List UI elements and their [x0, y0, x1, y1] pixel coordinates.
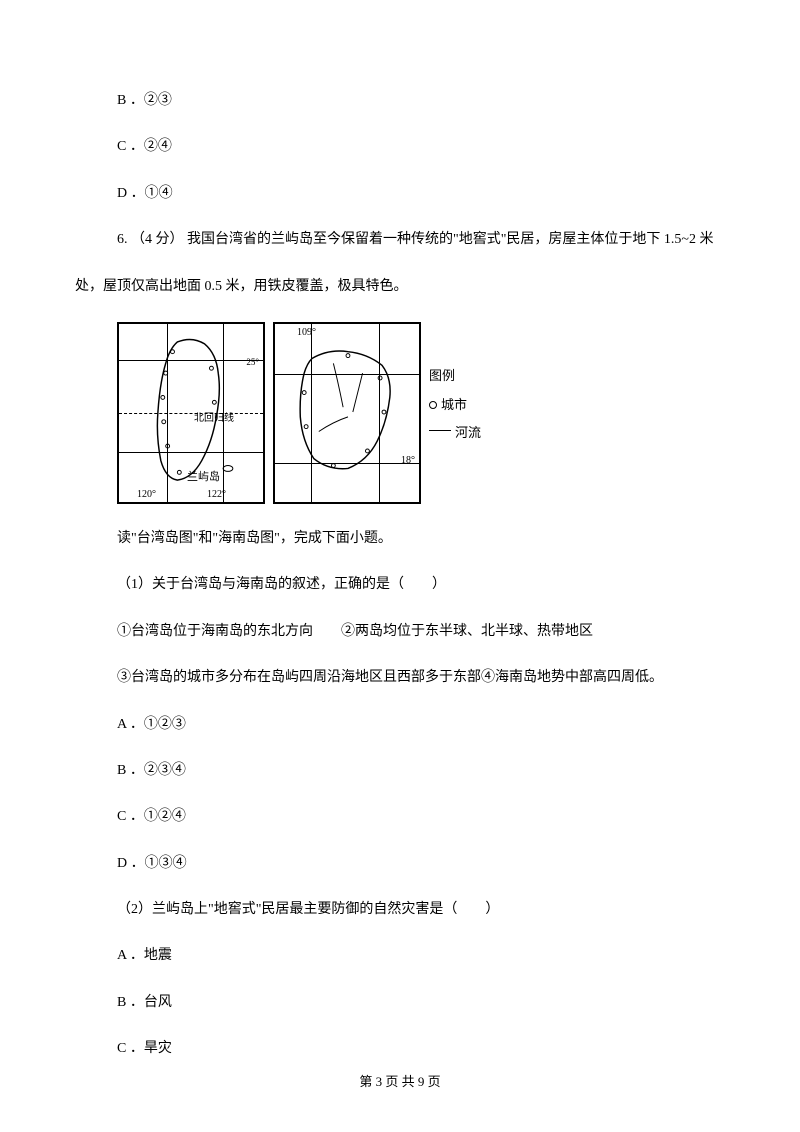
- legend-title: 图例: [429, 362, 481, 391]
- q1-stat2: ③台湾岛的城市多分布在岛屿四周沿海地区且西部多于东部④海南岛地势中部高四周低。: [75, 667, 725, 689]
- q1-stat1: ①台湾岛位于海南岛的东北方向 ②两岛均位于东半球、北半球、热带地区: [75, 621, 725, 643]
- q6-number: 6.: [117, 232, 128, 247]
- option-c: C ．②④: [75, 136, 725, 158]
- q6-points: （4 分）: [131, 232, 184, 247]
- q1-prompt: （1）关于台湾岛与海南岛的叙述，正确的是（ ）: [75, 574, 725, 596]
- q1-option-a: A ．①②③: [75, 714, 725, 736]
- hainan-outline: [275, 324, 419, 502]
- q1-option-c: C ．①②④: [75, 806, 725, 828]
- q2-option-a: A ．地震: [75, 945, 725, 967]
- q2-option-b: B ．台风: [75, 992, 725, 1014]
- legend-city-label: 城市: [441, 391, 467, 420]
- question-6-line1: 6. （4 分） 我国台湾省的兰屿岛至今保留着一种传统的"地窖式"民居，房屋主体…: [75, 229, 725, 251]
- legend-river: 河流: [429, 419, 481, 448]
- legend-river-label: 河流: [455, 419, 481, 448]
- question-6-line2: 处，屋顶仅高出地面 0.5 米，用铁皮覆盖，极具特色。: [75, 276, 725, 298]
- map-legend: 图例 城市 河流: [429, 322, 481, 448]
- option-b: B ．②③: [75, 90, 725, 112]
- map-section: 25° 北回归线 兰屿岛 120° 122° 109° 18° 图例: [75, 322, 725, 504]
- river-line-icon: [429, 430, 451, 431]
- q2-option-c: C ．旱灾: [75, 1038, 725, 1060]
- hainan-map: 109° 18°: [273, 322, 421, 504]
- option-d: D ．①④: [75, 183, 725, 205]
- taiwan-map: 25° 北回归线 兰屿岛 120° 122°: [117, 322, 265, 504]
- q1-option-d: D ．①③④: [75, 853, 725, 875]
- instruction: 读"台湾岛图"和"海南岛图"，完成下面小题。: [75, 528, 725, 550]
- q1-option-b: B ．②③④: [75, 760, 725, 782]
- q2-prompt: （2）兰屿岛上"地窖式"民居最主要防御的自然灾害是（ ）: [75, 899, 725, 921]
- q6-text1: 我国台湾省的兰屿岛至今保留着一种传统的"地窖式"民居，房屋主体位于地下 1.5~…: [187, 232, 714, 247]
- page-footer: 第 3 页 共 9 页: [0, 1071, 800, 1090]
- legend-city: 城市: [429, 391, 481, 420]
- city-marker-icon: [429, 401, 437, 409]
